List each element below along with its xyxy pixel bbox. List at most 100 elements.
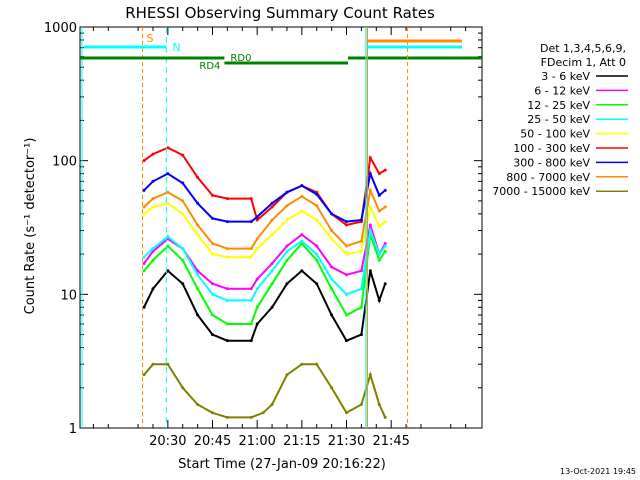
- data-point: [383, 415, 387, 419]
- data-point: [181, 258, 185, 262]
- chart-title: RHESSI Observing Summary Count Rates: [125, 4, 435, 22]
- data-point: [142, 159, 146, 163]
- data-point: [285, 282, 289, 286]
- data-point: [383, 242, 387, 246]
- data-point: [225, 287, 229, 291]
- data-point: [377, 258, 381, 262]
- data-point: [166, 269, 170, 273]
- data-point: [151, 197, 155, 201]
- data-point: [330, 212, 334, 216]
- data-point: [255, 237, 259, 241]
- data-point: [345, 292, 349, 296]
- data-point: [368, 156, 372, 160]
- y-tick-label: 1000: [44, 21, 77, 36]
- legend-label: 50 - 100 keV: [520, 128, 590, 141]
- data-point: [211, 313, 215, 317]
- legend-label: 300 - 800 keV: [513, 156, 590, 169]
- data-point: [315, 244, 319, 248]
- x-tick-label: 20:30: [149, 434, 186, 449]
- data-point: [181, 199, 185, 203]
- data-point: [270, 262, 274, 266]
- data-point: [383, 244, 387, 248]
- data-point: [368, 373, 372, 377]
- data-point: [225, 247, 229, 251]
- legend-label: 7000 - 15000 keV: [492, 185, 590, 198]
- legend-label: 12 - 25 keV: [527, 99, 590, 112]
- legend-label: 6 - 12 keV: [534, 84, 590, 97]
- data-point: [151, 362, 155, 366]
- rd0-label: RD0: [230, 53, 251, 64]
- data-point: [377, 402, 381, 406]
- data-point: [166, 201, 170, 205]
- data-point: [377, 298, 381, 302]
- data-point: [255, 247, 259, 251]
- plot-area: [79, 26, 483, 429]
- y-tick-label: 100: [52, 155, 77, 170]
- data-point: [196, 201, 200, 205]
- data-point: [368, 188, 372, 192]
- data-point: [315, 258, 319, 262]
- data-point: [330, 237, 334, 241]
- data-point: [368, 223, 372, 227]
- data-point: [345, 252, 349, 256]
- data-point: [249, 220, 253, 224]
- data-point: [359, 269, 363, 273]
- data-point: [249, 255, 253, 259]
- data-point: [151, 258, 155, 262]
- data-point: [142, 255, 146, 259]
- legend-label: 100 - 300 keV: [513, 142, 590, 155]
- data-point: [225, 415, 229, 419]
- data-point: [368, 229, 372, 233]
- data-point: [196, 287, 200, 291]
- y-axis-label: Count Rate (s⁻¹ detector⁻¹): [23, 138, 38, 315]
- x-tick-label: 21:45: [372, 434, 409, 449]
- data-point: [225, 197, 229, 201]
- data-point: [359, 218, 363, 222]
- data-point: [383, 282, 387, 286]
- data-point: [151, 205, 155, 209]
- data-point: [166, 362, 170, 366]
- data-point: [249, 287, 253, 291]
- x-tick-label: 20:45: [194, 434, 231, 449]
- data-point: [211, 411, 215, 415]
- data-point: [196, 175, 200, 179]
- legend-label: 25 - 50 keV: [527, 113, 590, 126]
- data-point: [270, 205, 274, 209]
- x-axis-ticks: 20:30 20:45 21:00 21:15 21:30 21:45: [92, 27, 467, 449]
- y-tick-label: 10: [60, 288, 77, 303]
- data-point: [166, 190, 170, 194]
- data-point: [142, 305, 146, 309]
- data-point: [225, 339, 229, 343]
- data-point: [359, 239, 363, 243]
- data-point: [377, 193, 381, 197]
- series-line: [143, 363, 387, 419]
- data-point: [377, 209, 381, 213]
- footer-date: 13-Oct-2021 19:45: [560, 467, 636, 476]
- data-point: [255, 322, 259, 326]
- data-point: [368, 172, 372, 176]
- data-point: [330, 287, 334, 291]
- series-lines: [142, 146, 387, 419]
- data-point: [151, 247, 155, 251]
- data-point: [315, 282, 319, 286]
- data-point: [377, 225, 381, 229]
- data-point: [300, 362, 304, 366]
- data-point: [142, 373, 146, 377]
- data-point: [377, 252, 381, 256]
- data-point: [359, 402, 363, 406]
- data-point: [142, 212, 146, 216]
- data-point: [255, 215, 259, 219]
- data-point: [181, 282, 185, 286]
- legend-header-line2: FDecim 1, Att 0: [541, 56, 626, 69]
- x-axis-label: Start Time (27-Jan-09 20:16:22): [178, 457, 386, 472]
- y-tick-label: 1: [69, 422, 77, 437]
- data-point: [300, 209, 304, 213]
- data-point: [330, 386, 334, 390]
- data-point: [383, 249, 387, 253]
- data-point: [181, 386, 185, 390]
- data-point: [181, 212, 185, 216]
- data-point: [315, 252, 319, 256]
- data-point: [249, 415, 253, 419]
- data-point: [249, 197, 253, 201]
